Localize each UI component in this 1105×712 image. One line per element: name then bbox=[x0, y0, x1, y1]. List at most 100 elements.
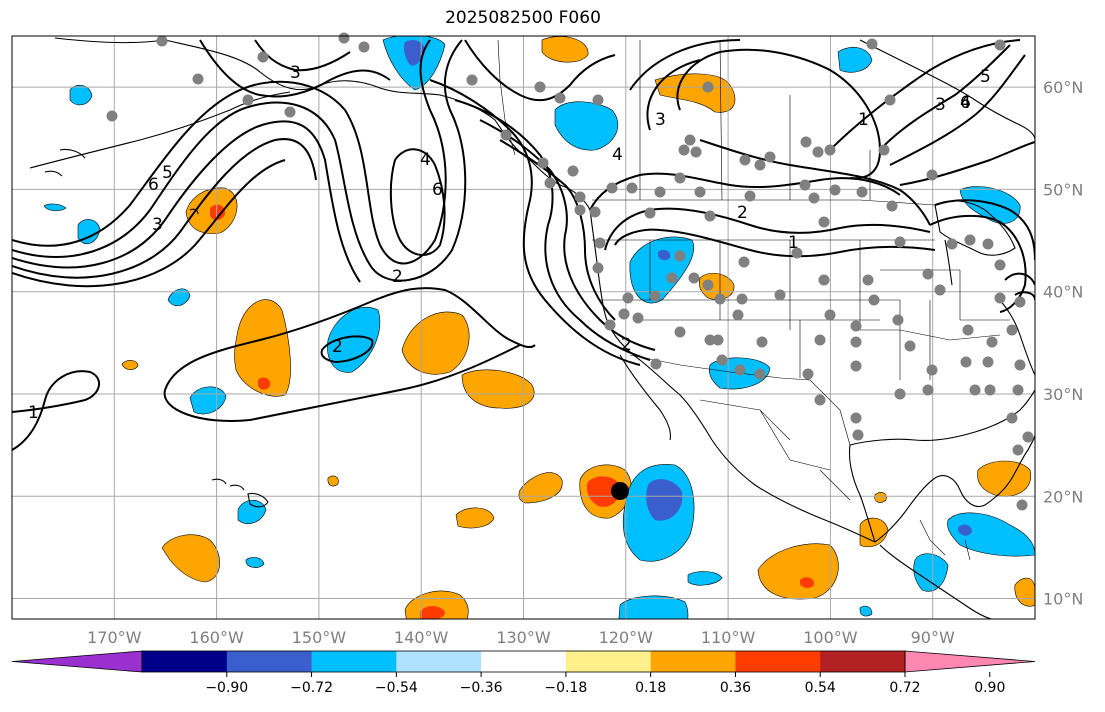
station-dot bbox=[818, 274, 830, 286]
contour-label: 5 bbox=[980, 67, 991, 87]
station-dot bbox=[544, 177, 556, 189]
fill-negative bbox=[947, 512, 1035, 557]
contour-line bbox=[12, 120, 361, 283]
fill-negative bbox=[189, 386, 227, 415]
contour-line bbox=[12, 39, 467, 282]
contour-line bbox=[199, 39, 391, 98]
station-dot bbox=[850, 360, 862, 372]
contour-label: 1 bbox=[858, 110, 869, 130]
fill-positive bbox=[874, 491, 887, 503]
colorbar-tick-label: −0.36 bbox=[460, 680, 503, 696]
station-dot bbox=[850, 320, 862, 332]
contour-line bbox=[12, 159, 286, 288]
contour-label-layer: 1 1 1 2 2 2 2 3 3 3 3 4 4 4 5 5 6 6 6 bbox=[28, 63, 991, 423]
station-dot bbox=[824, 309, 836, 321]
station-dot bbox=[800, 136, 812, 148]
contour-label: 4 bbox=[612, 145, 623, 165]
station-dot bbox=[814, 334, 826, 346]
fill-negative bbox=[646, 479, 683, 521]
station-dot bbox=[904, 340, 916, 352]
station-dot bbox=[678, 144, 690, 156]
coastline-lake-michigan bbox=[944, 239, 953, 286]
station-dot bbox=[618, 308, 630, 320]
station-dot bbox=[799, 179, 811, 191]
station-dot bbox=[537, 157, 549, 169]
colorbar-tick-label: 0.72 bbox=[889, 680, 920, 696]
contour-line bbox=[1004, 272, 1035, 286]
contour-line bbox=[499, 139, 616, 321]
fill-positive bbox=[1014, 577, 1035, 607]
station-dot bbox=[734, 364, 746, 376]
station-dot bbox=[1014, 359, 1026, 371]
coastline-great-lakes bbox=[934, 200, 1016, 256]
station-dot bbox=[466, 74, 478, 86]
graticule bbox=[12, 36, 1035, 619]
latitude-label: 30°N bbox=[1043, 385, 1083, 404]
contour-label: 4 bbox=[960, 93, 971, 113]
station-dot bbox=[592, 94, 604, 106]
coastline-alaska bbox=[54, 37, 591, 211]
contour-line bbox=[889, 54, 1026, 166]
coastline-hudson bbox=[859, 39, 1035, 141]
coastline-gulf bbox=[849, 389, 1035, 446]
station-dot bbox=[622, 292, 634, 304]
station-dot bbox=[1022, 431, 1034, 443]
fill-positive bbox=[800, 577, 815, 588]
station-dot bbox=[690, 146, 702, 158]
longitude-label: 140°W bbox=[394, 628, 449, 647]
station-dot bbox=[986, 336, 998, 348]
station-dot bbox=[358, 41, 370, 53]
station-dot bbox=[500, 129, 512, 141]
colorbar-band bbox=[820, 651, 906, 672]
contour-label: 1 bbox=[788, 233, 799, 253]
coastline-texas bbox=[848, 444, 876, 543]
station-dot bbox=[604, 319, 616, 331]
station-dot bbox=[808, 192, 820, 204]
station-dot bbox=[702, 279, 714, 291]
fill-negative bbox=[554, 101, 618, 151]
map-title: 2025082500 F060 bbox=[445, 8, 601, 28]
fill-positive bbox=[977, 460, 1032, 497]
station-dot bbox=[650, 358, 662, 370]
station-dot bbox=[802, 368, 814, 380]
station-dot bbox=[814, 394, 826, 406]
contour-label: 3 bbox=[935, 95, 946, 115]
station-dot bbox=[982, 356, 994, 368]
colorbar-extend-low bbox=[11, 650, 143, 673]
station-layer bbox=[106, 32, 1034, 511]
station-dot bbox=[926, 364, 938, 376]
station-dot bbox=[284, 106, 296, 118]
station-dot bbox=[922, 268, 934, 280]
station-dot bbox=[764, 151, 776, 163]
station-dot bbox=[852, 429, 864, 441]
anomaly-fill-layer bbox=[43, 36, 1035, 619]
fill-negative bbox=[959, 186, 1021, 224]
longitude-label: 100°W bbox=[803, 628, 858, 647]
station-dot bbox=[791, 247, 803, 259]
latitude-label: 50°N bbox=[1043, 180, 1083, 199]
fill-positive bbox=[420, 606, 446, 619]
border-us-canada bbox=[592, 199, 936, 206]
fill-negative bbox=[43, 203, 67, 212]
colorbar-tick-label: −0.72 bbox=[290, 680, 333, 696]
fill-negative bbox=[687, 571, 723, 586]
station-dot bbox=[744, 190, 756, 202]
station-dot bbox=[738, 256, 750, 268]
colorbar-tick-label: −0.54 bbox=[375, 680, 418, 696]
station-dot bbox=[712, 334, 724, 346]
station-dot bbox=[192, 73, 204, 85]
station-dot bbox=[856, 186, 868, 198]
station-dot bbox=[654, 186, 666, 198]
contour-line bbox=[12, 138, 317, 279]
station-dot bbox=[156, 35, 168, 47]
station-dot bbox=[812, 146, 824, 158]
contour-line bbox=[164, 287, 536, 391]
contour-line bbox=[163, 344, 521, 422]
coastline-central-america bbox=[879, 544, 994, 619]
contour-line bbox=[12, 370, 100, 451]
coastline-hawaii bbox=[211, 478, 269, 508]
station-dot bbox=[649, 290, 661, 302]
fill-positive bbox=[234, 299, 291, 397]
station-dot bbox=[1016, 499, 1028, 511]
contour-line bbox=[604, 207, 931, 251]
